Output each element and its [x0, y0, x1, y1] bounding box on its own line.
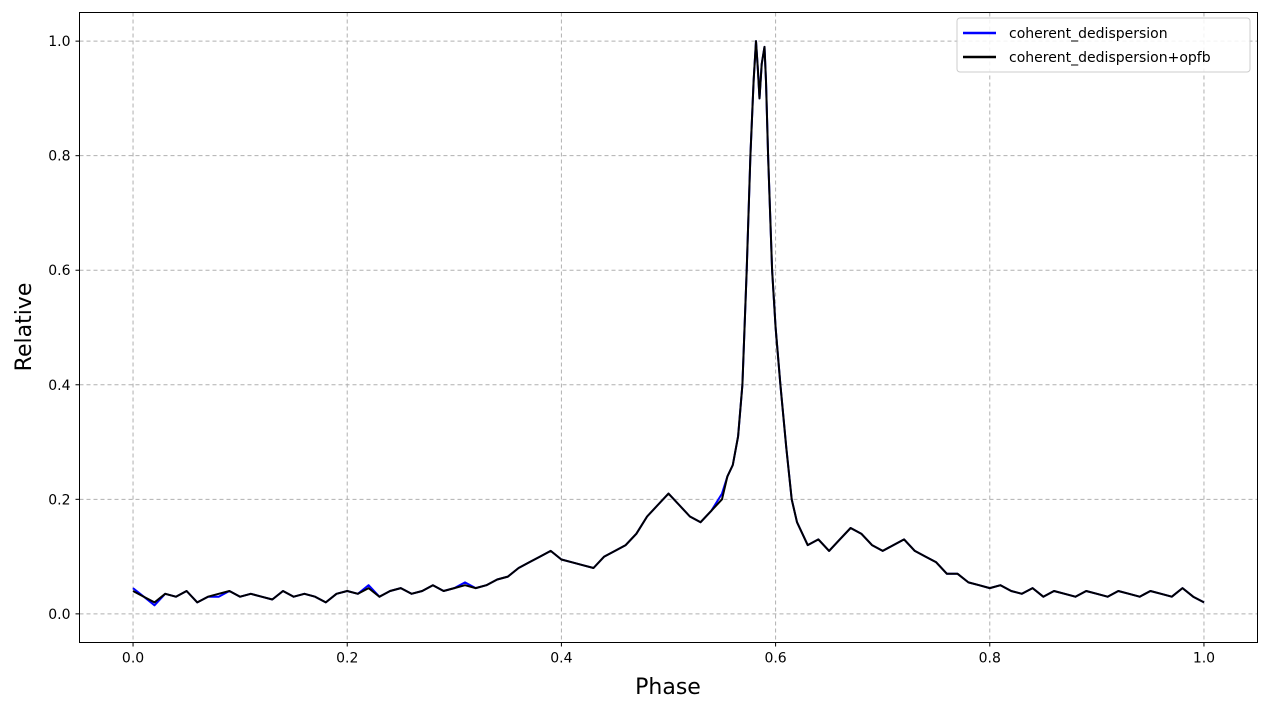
x-tick-label: 0.0 — [122, 651, 144, 667]
x-tick-label: 0.2 — [336, 651, 358, 667]
y-tick-label: 0.8 — [48, 149, 70, 165]
legend-label-coherent-dedispersion-opfb: coherent_dedispersion+opfb — [1009, 50, 1211, 66]
legend-label-coherent-dedispersion: coherent_dedispersion — [1009, 26, 1168, 42]
y-tick-label: 0.4 — [48, 378, 70, 394]
x-tick-label: 0.4 — [550, 651, 572, 667]
x-tick-label: 0.8 — [979, 651, 1001, 667]
series-line-coherent-dedispersion — [132, 40, 1205, 607]
legend-box — [956, 17, 1251, 73]
x-tick-label: 0.6 — [764, 651, 786, 667]
legend: coherent_dedispersion coherent_dedispers… — [956, 17, 1251, 73]
y-tick-label: 0.6 — [48, 263, 70, 279]
x-tick-label: 1.0 — [1193, 651, 1215, 667]
y-tick-label: 1.0 — [48, 34, 70, 50]
x-axis-label: Phase — [635, 675, 701, 700]
y-axis-label: Relative — [12, 283, 37, 372]
series-line-coherent-dedispersion-opfb — [132, 40, 1205, 604]
plot-frame — [79, 12, 1258, 643]
y-tick-label: 0.0 — [48, 607, 70, 623]
series-lines — [132, 40, 1205, 607]
grid — [79, 12, 1258, 643]
y-tick-label: 0.2 — [48, 492, 70, 508]
ticks: 0.0 0.2 0.4 0.6 0.8 1.0 0.0 0.2 0.4 0.6 0.8 1.0 — [48, 34, 1215, 666]
